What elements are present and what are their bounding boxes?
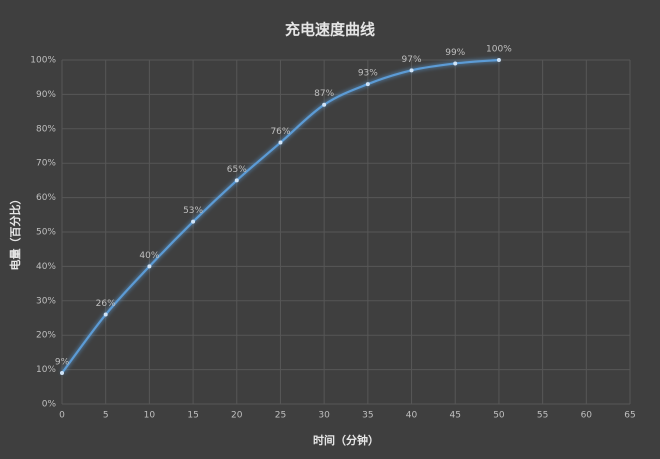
x-tick-label: 40 — [406, 411, 418, 421]
data-label: 87% — [314, 89, 334, 99]
x-tick-label: 25 — [275, 411, 286, 421]
data-point — [234, 178, 239, 183]
data-point — [191, 219, 196, 224]
y-tick-label: 100% — [30, 56, 56, 66]
x-tick-label: 45 — [450, 411, 461, 421]
y-tick-label: 30% — [36, 296, 56, 306]
x-tick-label: 60 — [581, 411, 593, 421]
y-tick-label: 70% — [36, 159, 56, 169]
data-label: 97% — [402, 55, 422, 65]
data-label: 76% — [270, 127, 290, 137]
x-axis-label: 时间（分钟） — [313, 433, 379, 447]
y-tick-label: 20% — [36, 331, 56, 341]
y-tick-label: 50% — [36, 228, 56, 238]
x-tick-label: 20 — [231, 411, 243, 421]
y-tick-label: 40% — [36, 262, 56, 272]
y-tick-label: 60% — [36, 193, 56, 203]
data-point — [147, 264, 152, 269]
data-point — [453, 61, 458, 66]
data-label: 93% — [358, 69, 378, 79]
chart-title: 充电速度曲线 — [285, 21, 375, 39]
data-label: 65% — [227, 165, 247, 175]
x-tick-label: 65 — [624, 411, 635, 421]
data-point — [409, 68, 414, 73]
data-point — [103, 312, 108, 317]
x-tick-label: 55 — [537, 411, 548, 421]
data-point — [365, 82, 370, 87]
x-tick-label: 10 — [144, 411, 156, 421]
data-label: 40% — [139, 251, 159, 261]
y-tick-label: 80% — [36, 124, 56, 134]
data-label: 100% — [486, 45, 512, 55]
data-label: 9% — [55, 358, 70, 368]
y-tick-label: 90% — [36, 90, 56, 100]
x-tick-label: 5 — [103, 411, 109, 421]
x-tick-label: 35 — [362, 411, 373, 421]
x-tick-label: 30 — [318, 411, 330, 421]
x-tick-label: 15 — [187, 411, 198, 421]
y-tick-label: 10% — [36, 365, 56, 375]
data-point — [60, 371, 64, 376]
data-label: 99% — [445, 48, 465, 58]
x-tick-label: 50 — [493, 411, 505, 421]
data-label: 53% — [183, 206, 203, 216]
y-tick-label: 0% — [42, 400, 57, 410]
y-axis-label: 电量（百分比） — [8, 194, 22, 271]
x-tick-label: 0 — [59, 411, 65, 421]
data-point — [322, 102, 327, 107]
data-point — [496, 58, 501, 62]
data-point — [278, 140, 283, 145]
data-label: 26% — [96, 299, 116, 309]
